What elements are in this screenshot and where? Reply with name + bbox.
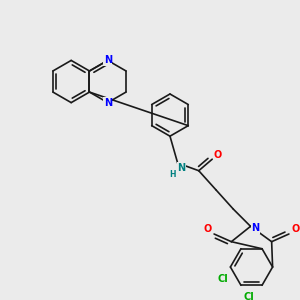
Text: O: O [203, 224, 211, 234]
Text: O: O [214, 150, 222, 161]
Text: N: N [104, 56, 112, 65]
Text: H: H [169, 170, 176, 179]
Text: O: O [292, 224, 300, 234]
Text: Cl: Cl [218, 274, 228, 284]
Text: Cl: Cl [243, 292, 254, 300]
Text: N: N [104, 98, 112, 108]
Text: N: N [251, 223, 260, 233]
Text: N: N [177, 163, 186, 173]
